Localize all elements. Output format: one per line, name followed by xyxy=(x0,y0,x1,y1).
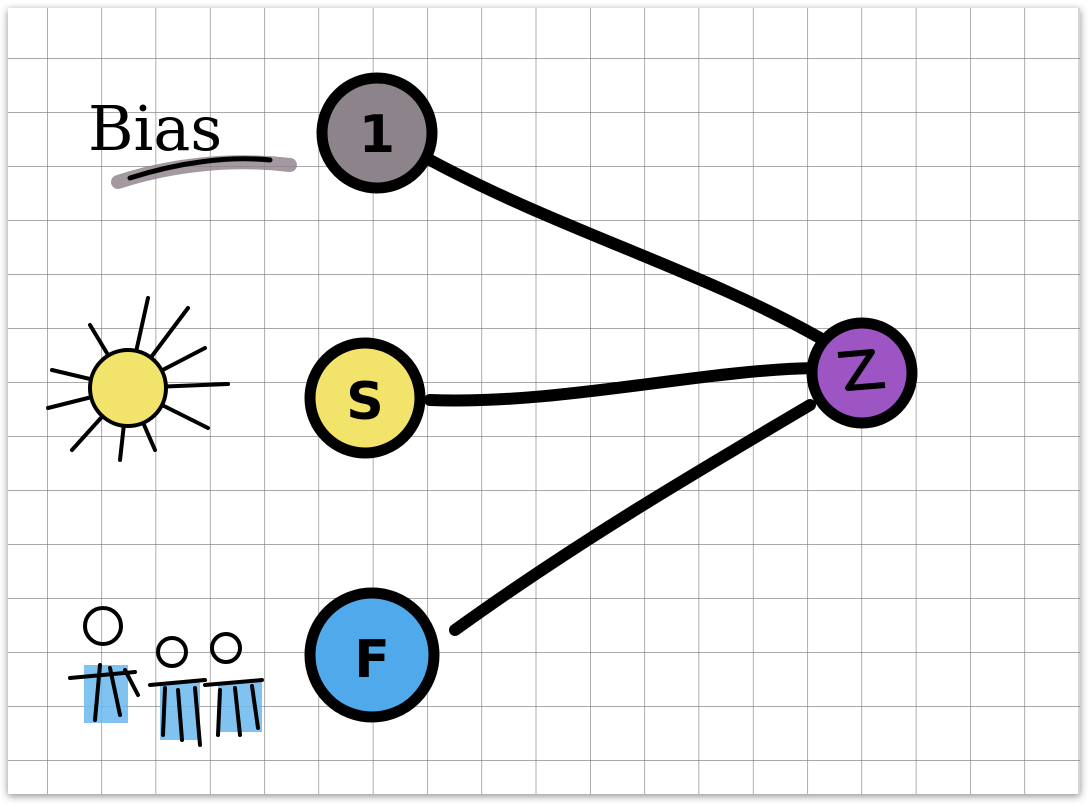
step-glyph xyxy=(837,349,886,391)
nodes xyxy=(304,72,918,723)
people-icon xyxy=(68,606,264,747)
edge xyxy=(424,154,826,344)
node-bias xyxy=(316,72,438,194)
node-label: F xyxy=(354,630,390,690)
edges xyxy=(424,154,826,636)
node-s xyxy=(304,337,426,459)
sun-icon xyxy=(46,296,230,462)
node-output xyxy=(806,317,918,429)
edge xyxy=(449,399,816,636)
node-label: 1 xyxy=(359,105,395,165)
node-label: S xyxy=(346,372,383,432)
edge xyxy=(424,362,821,407)
bias-underline xyxy=(127,156,273,181)
bias-label: Bias xyxy=(88,92,222,165)
node-f xyxy=(304,587,440,723)
